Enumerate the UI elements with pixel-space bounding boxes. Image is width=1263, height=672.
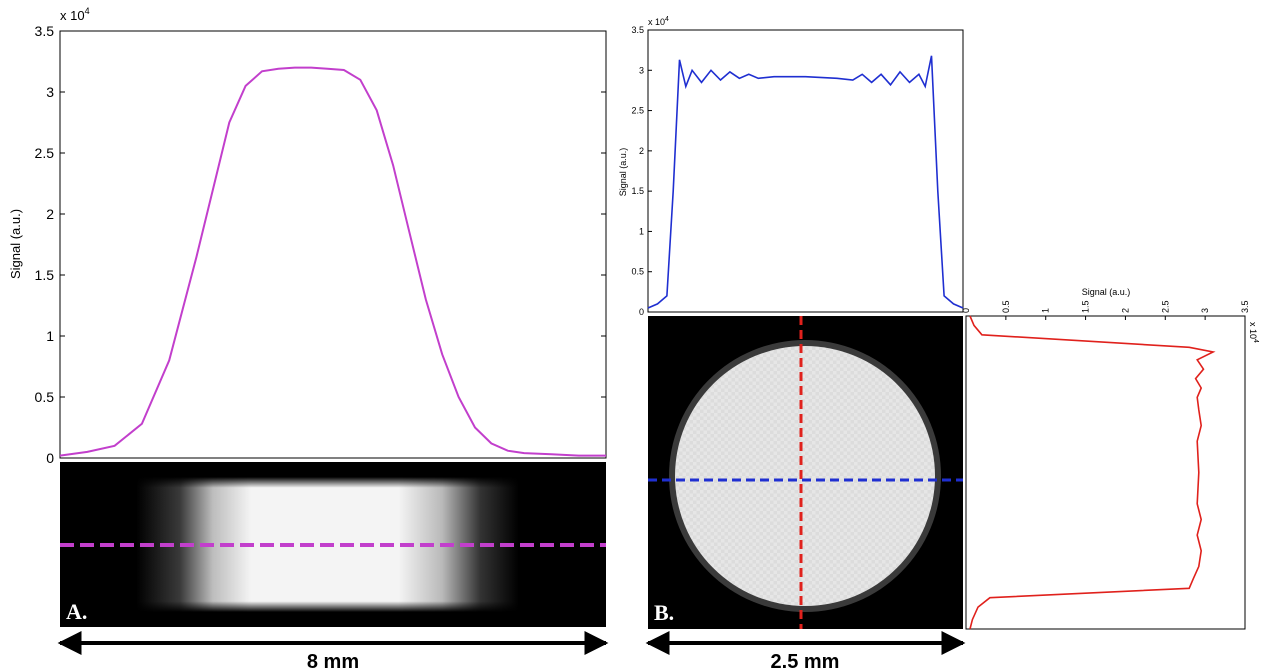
- chart-a-series-line: [59, 66, 606, 457]
- chart-a-ytick-label: 3.5: [35, 23, 55, 39]
- chart-a-ylabel: Signal (a.u.): [8, 209, 23, 279]
- chart-b-top-ytick-label: 3: [639, 65, 644, 75]
- chart-a: 0 0.5 1 1.5 2 2.5 3 3.5 x 104 Signal (a.u.): [8, 6, 607, 466]
- chart-b-top-ytick-label: 0.5: [631, 267, 644, 277]
- chart-b-right-xtick-label: 2.5: [1160, 300, 1170, 313]
- chart-b-right-series-line: [969, 315, 1216, 630]
- chart-b-top-exponent: x 104: [648, 16, 669, 27]
- chart-b-right-x-ticks: 0 0.5 1 1.5 2 2.5 3 3.5: [961, 300, 1250, 320]
- chart-b-top-axes: [647, 29, 964, 313]
- chart-a-axes: [59, 30, 607, 459]
- scale-label-a: 8 mm: [307, 651, 359, 672]
- chart-b-right-xtick-label: 0.5: [1001, 300, 1011, 313]
- chart-b-right-series: [969, 315, 1216, 630]
- chart-b-top-ytick-label: 2: [639, 146, 644, 156]
- panel-a-label: A.: [66, 599, 87, 624]
- image-a: A.: [60, 462, 606, 627]
- chart-a-ytick-label: 1.5: [35, 267, 55, 283]
- chart-b-right-xtick-label: 3: [1200, 308, 1210, 313]
- chart-b-top: 0 0.5 1 1.5 2 2.5 3 3.5 x 104 Signal (a.u.): [618, 16, 964, 317]
- chart-b-top-ytick-label: 1.5: [631, 186, 644, 196]
- chart-b-top-series-line: [647, 55, 964, 309]
- chart-a-ytick-label: 2.5: [35, 145, 55, 161]
- chart-b-right-xtick-label: 0: [961, 308, 971, 313]
- chart-b-right-xtick-label: 1: [1041, 308, 1051, 313]
- chart-b-top-ytick-label: 2.5: [631, 106, 644, 116]
- chart-b-top-y-ticks: 0 0.5 1 1.5 2 2.5 3 3.5: [631, 25, 652, 317]
- chart-b-right-xtick-label: 2: [1120, 308, 1130, 313]
- scale-label-b: 2.5 mm: [771, 651, 840, 672]
- chart-a-ytick-label: 0.5: [35, 389, 55, 405]
- chart-b-right-exponent: x 104: [1248, 322, 1259, 343]
- chart-b-top-ytick-label: 3.5: [631, 25, 644, 35]
- chart-a-exponent: x 104: [60, 6, 90, 23]
- chart-b-top-series: [647, 55, 964, 309]
- chart-a-ytick-label: 0: [46, 450, 54, 466]
- chart-b-right: 0 0.5 1 1.5 2 2.5 3 3.5 Signal (a.u.) x 104: [961, 287, 1259, 630]
- chart-b-right-xlabel: Signal (a.u.): [1082, 287, 1131, 297]
- chart-b-top-ytick-label: 0: [639, 307, 644, 317]
- chart-b-top-ylabel: Signal (a.u.): [618, 148, 628, 197]
- image-b: B.: [648, 316, 963, 629]
- panel-b-label: B.: [654, 600, 674, 625]
- chart-a-ytick-label: 2: [46, 206, 54, 222]
- chart-b-top-ytick-label: 1: [639, 226, 644, 236]
- chart-b-right-xtick-label: 3.5: [1240, 300, 1250, 313]
- chart-a-y-ticks: 0 0.5 1 1.5 2 2.5 3 3.5: [35, 23, 606, 466]
- chart-b-right-axes: [965, 315, 1246, 630]
- chart-a-series: [59, 66, 606, 457]
- image-b-disc: [675, 346, 935, 606]
- chart-b-right-xtick-label: 1.5: [1081, 300, 1091, 313]
- chart-a-ytick-label: 1: [46, 328, 54, 344]
- chart-a-ytick-label: 3: [46, 84, 54, 100]
